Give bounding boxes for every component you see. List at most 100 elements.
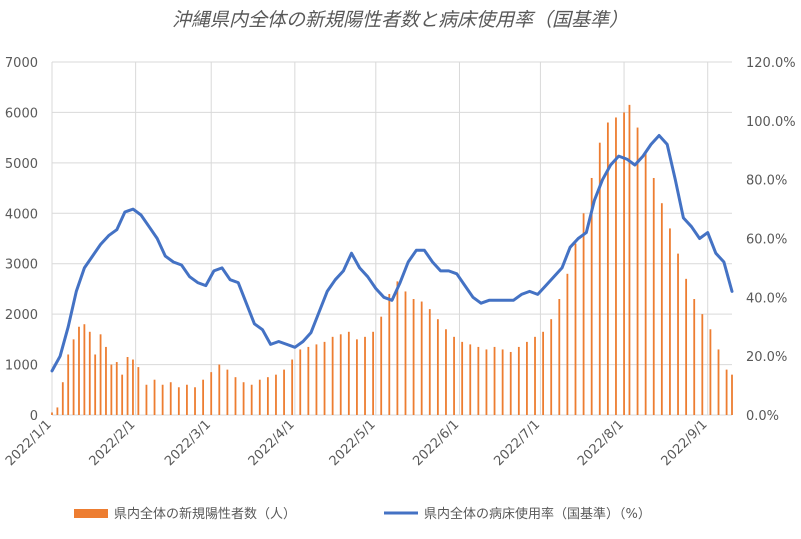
bar	[461, 341, 464, 415]
bar	[550, 319, 553, 415]
bar	[105, 346, 107, 415]
bar	[428, 309, 431, 415]
bar	[307, 346, 310, 415]
bar	[250, 384, 253, 415]
bar	[315, 344, 318, 415]
bar	[145, 384, 148, 415]
line-series	[50, 134, 734, 373]
bar	[453, 336, 455, 415]
bar	[88, 331, 91, 415]
bar	[396, 281, 399, 415]
bar	[606, 122, 609, 415]
y-right-tick-label: 100.0%	[746, 115, 796, 130]
bar	[339, 334, 342, 415]
bar	[725, 369, 728, 415]
bar	[615, 117, 617, 415]
bar	[266, 377, 269, 415]
bar	[669, 228, 671, 415]
bar	[331, 336, 334, 415]
y-left-tick-label: 6000	[5, 106, 38, 121]
bar	[380, 316, 383, 415]
bar	[526, 341, 528, 415]
bar	[709, 329, 712, 415]
y-right-tick-label: 0.0%	[746, 409, 779, 424]
x-tick-label: 2022/8/1	[575, 417, 627, 469]
bar	[412, 299, 415, 415]
bar	[299, 349, 302, 415]
bar	[636, 127, 639, 416]
bar	[677, 253, 679, 415]
bar	[517, 346, 520, 415]
bar	[78, 326, 80, 415]
bar	[194, 387, 196, 415]
bar	[242, 382, 245, 415]
bar	[169, 382, 172, 415]
y-left-tick-label: 4000	[5, 207, 38, 222]
legend: 県内全体の新規陽性者数（人） 県内全体の病床使用率（国基準）（%）	[74, 506, 651, 522]
y-left-tick-label: 0	[30, 409, 38, 424]
bar	[558, 299, 561, 415]
bar	[61, 382, 64, 415]
legend-line-label: 県内全体の病床使用率（国基準）（%）	[424, 506, 651, 522]
bar	[582, 213, 585, 415]
legend-bar-swatch	[74, 509, 108, 518]
bar	[115, 362, 118, 415]
bar	[126, 357, 129, 415]
bar	[501, 349, 504, 415]
bar	[51, 412, 53, 415]
y-left-tick-label: 5000	[5, 157, 38, 172]
bar	[186, 384, 188, 415]
bar	[110, 364, 113, 415]
bar	[701, 314, 704, 415]
legend-bar-label: 県内全体の新規陽性者数（人）	[114, 506, 296, 522]
gridlines	[51, 61, 732, 416]
bar	[226, 369, 229, 415]
x-tick-label: 2022/2/1	[87, 417, 139, 469]
bar-series	[51, 104, 733, 416]
bar	[485, 349, 488, 415]
bar	[161, 384, 164, 415]
x-tick-label: 2022/5/1	[327, 417, 379, 469]
y-right-tick-label: 40.0%	[746, 291, 787, 306]
y-left-tick-label: 7000	[5, 56, 38, 71]
x-tick-label: 2022/1/1	[3, 417, 55, 469]
bar	[566, 273, 569, 415]
bar	[652, 177, 655, 415]
bar	[660, 203, 663, 415]
bar	[534, 336, 536, 415]
bar	[574, 243, 577, 415]
bar	[356, 339, 358, 415]
bar	[542, 331, 545, 415]
bar	[121, 374, 124, 415]
y-right-tick-label: 20.0%	[746, 350, 787, 365]
bar	[477, 346, 480, 415]
bar	[364, 336, 366, 415]
bar	[210, 372, 213, 415]
bar	[234, 377, 237, 415]
bar	[258, 379, 261, 415]
chart-title: 沖縄県内全体の新規陽性者数と病床使用率（国基準）	[172, 9, 628, 31]
bar	[493, 346, 496, 415]
bar	[83, 324, 86, 415]
bar	[218, 364, 221, 415]
y-left-tick-label: 1000	[5, 359, 38, 374]
y-right-tick-label: 80.0%	[746, 174, 787, 189]
x-tick-label: 2022/4/1	[246, 417, 298, 469]
bar	[388, 293, 391, 415]
bar	[628, 104, 631, 415]
bar	[94, 354, 97, 415]
bar	[623, 112, 625, 415]
y-right-tick-label: 60.0%	[746, 233, 787, 248]
y-right-tick-label: 120.0%	[746, 56, 796, 71]
bar	[67, 354, 70, 415]
bar	[283, 369, 285, 415]
x-tick-label: 2022/6/1	[410, 417, 462, 469]
x-tick-label: 2022/3/1	[162, 417, 214, 469]
bar	[323, 341, 326, 415]
bar	[693, 299, 696, 415]
bar	[372, 331, 375, 415]
line-path	[50, 134, 734, 373]
bar	[644, 152, 647, 415]
bar	[177, 387, 180, 415]
